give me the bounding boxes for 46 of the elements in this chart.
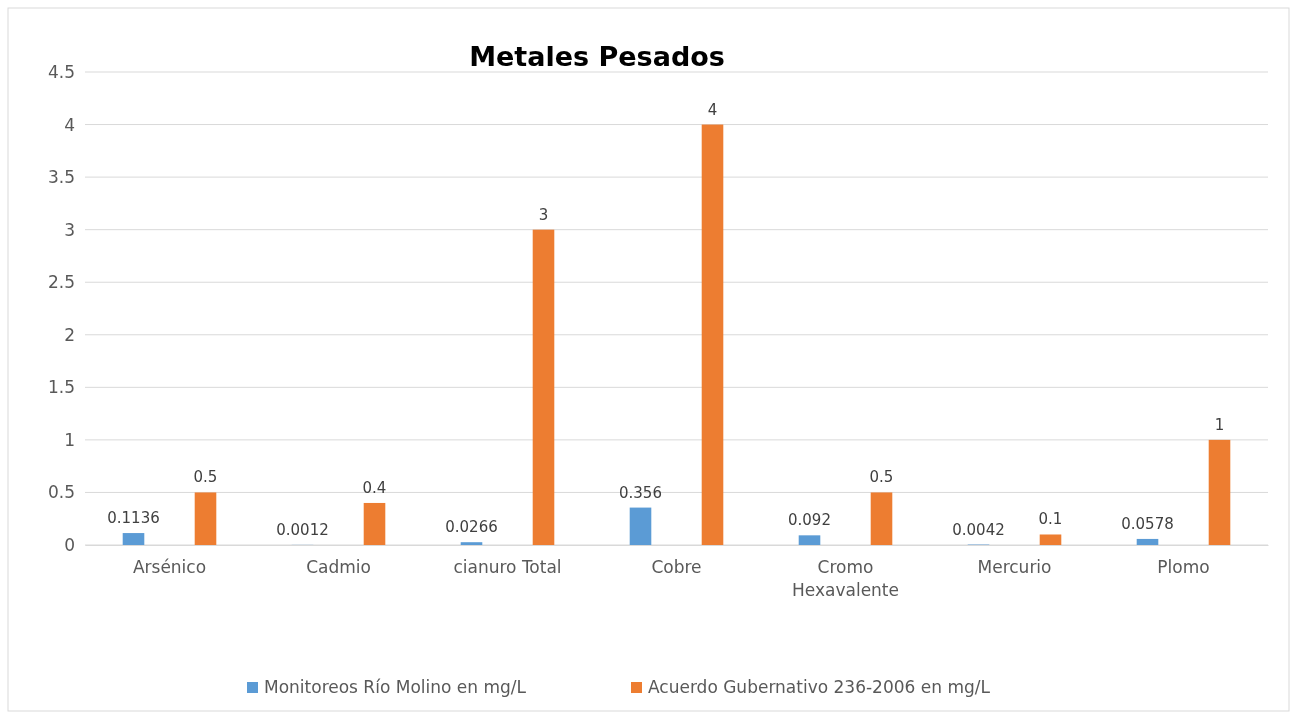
data-label: 0.356 bbox=[619, 483, 662, 502]
y-tick-label: 0 bbox=[64, 534, 75, 555]
data-label: 0.5 bbox=[869, 468, 894, 487]
bar bbox=[1136, 538, 1159, 545]
x-tick-label: Mercurio bbox=[977, 557, 1052, 578]
y-tick-label: 0.5 bbox=[47, 482, 75, 503]
y-tick-label: 1 bbox=[64, 429, 75, 450]
y-tick-label: 1.5 bbox=[47, 377, 75, 398]
bar bbox=[701, 124, 724, 545]
bar bbox=[532, 229, 555, 545]
data-label: 0.0578 bbox=[1121, 514, 1174, 533]
y-tick-label: 2 bbox=[64, 324, 75, 345]
y-tick-label: 4 bbox=[64, 114, 75, 135]
data-label: 4 bbox=[707, 100, 718, 119]
bar bbox=[122, 533, 145, 545]
y-tick-label: 2.5 bbox=[47, 272, 75, 293]
y-tick-label: 3.5 bbox=[47, 167, 75, 188]
bar bbox=[870, 492, 893, 545]
bar bbox=[460, 542, 483, 545]
x-tick-label: Cromo Hexavalente bbox=[792, 557, 899, 601]
y-tick-label: 3 bbox=[64, 219, 75, 240]
data-label: 0.1 bbox=[1038, 510, 1063, 529]
data-label: 0.0266 bbox=[445, 518, 498, 537]
data-label: 0.0042 bbox=[952, 520, 1005, 539]
data-label: 1 bbox=[1214, 415, 1225, 434]
bar bbox=[363, 502, 386, 545]
bar bbox=[798, 535, 821, 545]
data-label: 0.5 bbox=[193, 468, 218, 487]
x-tick-label: Cobre bbox=[651, 557, 702, 578]
data-label: 0.0012 bbox=[276, 520, 329, 539]
x-tick-label: Cadmio bbox=[306, 557, 371, 578]
data-label: 0.4 bbox=[362, 478, 387, 497]
x-tick-label: cianuro Total bbox=[453, 557, 562, 578]
x-tick-label: Arsénico bbox=[132, 557, 207, 578]
data-label: 3 bbox=[538, 205, 549, 224]
x-tick-label: Plomo bbox=[1157, 557, 1210, 578]
legend-label: Acuerdo Gubernativo 236-2006 en mg/L bbox=[648, 677, 991, 697]
y-tick-label: 4.5 bbox=[47, 61, 75, 82]
bar bbox=[1039, 534, 1062, 545]
data-label: 0.1136 bbox=[107, 509, 160, 528]
data-label: 0.092 bbox=[788, 511, 831, 530]
legend-label: Monitoreos Río Molino en mg/L bbox=[264, 677, 527, 697]
bar bbox=[629, 507, 652, 545]
chart-title: Metales Pesados bbox=[469, 41, 725, 72]
bar bbox=[194, 492, 217, 545]
bar bbox=[1208, 439, 1231, 545]
